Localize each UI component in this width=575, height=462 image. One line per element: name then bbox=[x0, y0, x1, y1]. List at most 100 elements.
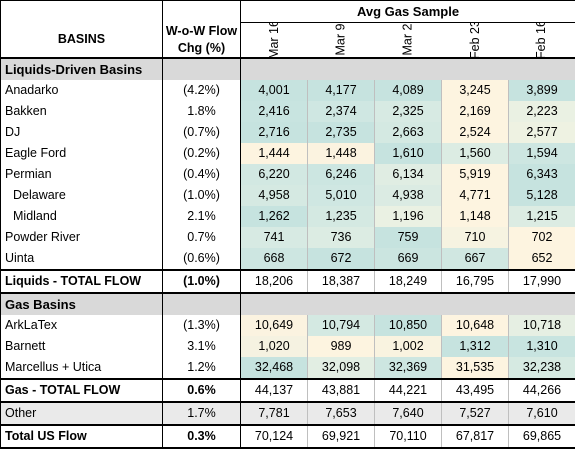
flow-value: 2,577 bbox=[508, 121, 575, 143]
flow-value: 2,223 bbox=[508, 100, 575, 122]
grand-total-row: Total US Flow 0.3% 70,124 69,921 70,110 67,81… bbox=[0, 424, 575, 449]
flow-value: 989 bbox=[307, 335, 375, 357]
flow-value: 668 bbox=[240, 247, 308, 270]
corner-cell bbox=[0, 0, 163, 23]
flow-value: 1,148 bbox=[441, 205, 509, 227]
flow-value: 4,089 bbox=[374, 79, 442, 101]
flow-value: 2,169 bbox=[441, 100, 509, 122]
flow-value: 1,235 bbox=[307, 205, 375, 227]
basin-name: Bakken bbox=[0, 100, 163, 122]
wow-change: (1.0%) bbox=[162, 268, 241, 294]
flow-value: 736 bbox=[307, 226, 375, 248]
wow-change: (0.7%) bbox=[162, 121, 241, 143]
week-label: Feb 16 bbox=[534, 22, 549, 58]
flow-value: 6,343 bbox=[508, 163, 575, 185]
week-header: Mar 16 bbox=[240, 22, 308, 59]
table-row: Barnett 3.1% 1,020 989 1,002 1,312 1,310 bbox=[0, 335, 575, 357]
week-header: Feb 16 bbox=[508, 22, 575, 59]
wow-change: 1.2% bbox=[162, 356, 241, 379]
flow-value: 741 bbox=[240, 226, 308, 248]
flow-value: 17,990 bbox=[508, 268, 575, 294]
wow-change: 3.1% bbox=[162, 335, 241, 357]
table-row: Uinta (0.6%) 668 672 669 667 652 bbox=[0, 247, 575, 270]
table-row: Permian (0.4%) 6,220 6,246 6,134 5,919 6,343 bbox=[0, 163, 575, 185]
flow-value: 43,881 bbox=[307, 377, 375, 403]
flow-value: 44,137 bbox=[240, 377, 308, 403]
flow-value: 2,374 bbox=[307, 100, 375, 122]
flow-value: 672 bbox=[307, 247, 375, 270]
week-label: Mar 16 bbox=[266, 22, 281, 58]
flow-value: 669 bbox=[374, 247, 442, 270]
flow-value: 44,221 bbox=[374, 377, 442, 403]
table-row: Powder River 0.7% 741 736 759 710 702 bbox=[0, 226, 575, 248]
flow-value: 2,416 bbox=[240, 100, 308, 122]
chg-header-line1: W-o-W Flow bbox=[165, 23, 238, 38]
flow-value: 7,781 bbox=[240, 401, 308, 426]
flow-value: 1,002 bbox=[374, 335, 442, 357]
basin-name: Barnett bbox=[0, 335, 163, 357]
table-row: Bakken 1.8% 2,416 2,374 2,325 2,169 2,223 bbox=[0, 100, 575, 122]
wow-change: (0.4%) bbox=[162, 163, 241, 185]
flow-value: 10,649 bbox=[240, 314, 308, 336]
section-spacer bbox=[240, 291, 575, 315]
section-header: Gas Basins bbox=[0, 291, 575, 315]
week-label: Mar 9 bbox=[333, 23, 348, 56]
flow-value: 3,245 bbox=[441, 79, 509, 101]
section-spacer bbox=[240, 56, 575, 80]
corner-cell bbox=[162, 0, 241, 23]
wow-change: 0.7% bbox=[162, 226, 241, 248]
basin-name: Delaware bbox=[0, 184, 163, 206]
basin-name: Gas - TOTAL FLOW bbox=[0, 377, 163, 403]
flow-value: 32,468 bbox=[240, 356, 308, 379]
flow-value: 70,110 bbox=[374, 424, 442, 449]
flow-value: 67,817 bbox=[441, 424, 509, 449]
flow-value: 18,249 bbox=[374, 268, 442, 294]
flow-value: 652 bbox=[508, 247, 575, 270]
total-row: Gas - TOTAL FLOW 0.6% 44,137 43,881 44,221 43… bbox=[0, 377, 575, 403]
basins-header: BASINS bbox=[0, 22, 163, 59]
section-header: Liquids-Driven Basins bbox=[0, 56, 575, 80]
flow-value: 1,444 bbox=[240, 142, 308, 164]
flow-value: 5,010 bbox=[307, 184, 375, 206]
other-row: Other 1.7% 7,781 7,653 7,640 7,527 7,610 bbox=[0, 401, 575, 426]
table-row: Eagle Ford (0.2%) 1,444 1,448 1,610 1,560 1,59… bbox=[0, 142, 575, 164]
gas-flow-table: Avg Gas Sample BASINS W-o-W Flow Chg (%)… bbox=[0, 0, 575, 449]
section-title: Liquids-Driven Basins bbox=[0, 56, 163, 80]
flow-value: 43,495 bbox=[441, 377, 509, 403]
flow-value: 6,246 bbox=[307, 163, 375, 185]
wow-change: (0.6%) bbox=[162, 247, 241, 270]
flow-value: 7,653 bbox=[307, 401, 375, 426]
week-label: Feb 23 bbox=[467, 22, 482, 58]
flow-value: 18,206 bbox=[240, 268, 308, 294]
week-header: Feb 23 bbox=[441, 22, 509, 59]
flow-value: 10,850 bbox=[374, 314, 442, 336]
flow-value: 702 bbox=[508, 226, 575, 248]
basin-name: Powder River bbox=[0, 226, 163, 248]
section-spacer bbox=[162, 291, 241, 315]
table-row: Delaware (1.0%) 4,958 5,010 4,938 4,771 5,128 bbox=[0, 184, 575, 206]
sample-title: Avg Gas Sample bbox=[240, 0, 575, 23]
flow-value: 1,262 bbox=[240, 205, 308, 227]
flow-value: 4,177 bbox=[307, 79, 375, 101]
flow-value: 1,448 bbox=[307, 142, 375, 164]
flow-value: 759 bbox=[374, 226, 442, 248]
chg-header-line2: Chg (%) bbox=[177, 40, 226, 55]
flow-value: 6,220 bbox=[240, 163, 308, 185]
basin-name: Uinta bbox=[0, 247, 163, 270]
flow-value: 69,865 bbox=[508, 424, 575, 449]
flow-value: 70,124 bbox=[240, 424, 308, 449]
wow-change: (1.0%) bbox=[162, 184, 241, 206]
wow-change: (0.2%) bbox=[162, 142, 241, 164]
flow-value: 1,020 bbox=[240, 335, 308, 357]
flow-value: 1,312 bbox=[441, 335, 509, 357]
wow-change: 1.8% bbox=[162, 100, 241, 122]
basin-name: ArkLaTex bbox=[0, 314, 163, 336]
basin-name: Anadarko bbox=[0, 79, 163, 101]
wow-change: (4.2%) bbox=[162, 79, 241, 101]
flow-value: 1,215 bbox=[508, 205, 575, 227]
flow-value: 6,134 bbox=[374, 163, 442, 185]
table-row: Midland 2.1% 1,262 1,235 1,196 1,148 1,215 bbox=[0, 205, 575, 227]
flow-value: 69,921 bbox=[307, 424, 375, 449]
flow-value: 1,594 bbox=[508, 142, 575, 164]
flow-value: 1,196 bbox=[374, 205, 442, 227]
